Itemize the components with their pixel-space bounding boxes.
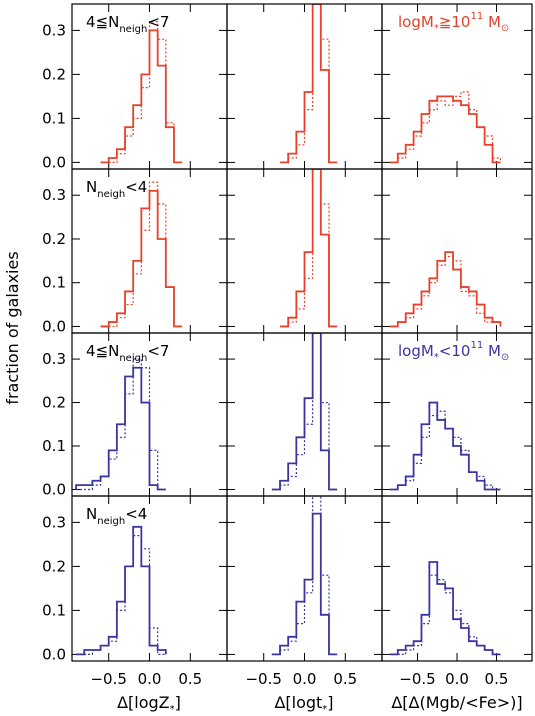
row-label: Nneigh<4 [86,505,147,527]
panel-r3-c0: −0.5 0.0 0.5 0.0 0.1 0.2 0.3 Nneigh<4 [42,495,228,688]
panel-r1-c1 [226,168,383,334]
histogram-solid [271,512,338,656]
y-axis-label: fraction of galaxies [3,251,22,404]
y-tick-label: 0.2 [42,230,66,248]
y-tick-label: 0.0 [42,153,66,171]
x-axis-label-0: Δ[logZ*] [117,693,181,715]
y-tick-label: 0.1 [42,109,66,127]
y-tick-label: 0.2 [42,65,66,83]
x-tick-label: 0.0 [445,670,469,688]
panel-grid: 0.0 0.1 0.2 0.3 4≦Nneigh<7 0.0 0.1 0.2 0.3 Nneigh… [42,3,533,715]
panel-r0-c0: 0.0 0.1 0.2 0.3 4≦Nneigh<7 [42,3,228,171]
panel-frame [226,495,383,662]
y-tick-label: 0.1 [42,437,66,455]
row-label: 4≦Nneigh<7 [86,13,169,35]
x-tick-label: 0.0 [293,670,317,688]
x-tick-label: 0.5 [333,670,357,688]
x-tick-label: −0.5 [399,670,435,688]
histogram-solid [389,95,501,164]
y-tick-label: 0.0 [42,645,66,663]
x-tick-label: 0.5 [485,670,509,688]
histogram-dotted [76,358,166,491]
panel-frame [226,3,383,170]
panel-frame [381,495,533,662]
y-tick-label: 0.0 [42,480,66,498]
histogram-solid [271,333,338,491]
mass-label: logM*≧1011 M⊙ [398,11,509,34]
y-tick-label: 0.2 [42,557,66,575]
histogram-solid [100,29,183,164]
y-tick-label: 0.3 [42,513,66,531]
histogram-solid [389,401,501,491]
histogram-dotted [280,4,338,163]
row-label: 4≦Nneigh<7 [86,342,169,364]
y-tick-label: 0.2 [42,394,66,412]
y-tick-label: 0.3 [42,350,66,368]
panel-r0-c1 [226,3,383,170]
histogram-solid [280,4,338,164]
panel-frame [381,168,533,334]
panel-r2-c1 [226,332,383,497]
panel-r1-c0: 0.0 0.1 0.2 0.3 Nneigh<4 [42,168,228,335]
panel-r3-c2: −0.5 0.0 0.5 [381,495,533,688]
panel-r2-c2 [381,332,533,497]
histogram-solid [100,189,183,328]
histogram-solid [389,561,501,656]
histogram-dotted [271,496,338,655]
y-tick-label: 0.3 [42,186,66,204]
histogram-solid [389,251,502,328]
panel-r3-c1: −0.5 0.0 0.5 [226,495,383,688]
mass-label: logM*<1011 M⊙ [398,340,509,363]
histogram-dotted [280,169,338,328]
y-tick-label: 0.1 [42,274,66,292]
histogram-dotted [76,535,166,655]
y-tick-label: 0.1 [42,601,66,619]
histogram-dotted [389,410,501,491]
histogram-solid [76,525,167,656]
histogram-dotted [271,333,338,491]
panel-r1-c2 [381,168,533,334]
histogram-solid [75,366,166,491]
x-axis-label-1: Δ[logt*] [274,693,333,715]
histogram-solid [280,169,338,328]
x-tick-label: 0.5 [178,670,202,688]
x-tick-label: 0.0 [138,670,162,688]
row-label: Nneigh<4 [86,178,147,200]
x-axis-label-2: Δ[Δ(Mgb/<Fe>)] [391,693,522,712]
panel-r2-c0: 0.0 0.1 0.2 0.3 4≦Nneigh<7 [42,332,228,498]
y-tick-label: 0.3 [42,21,66,39]
x-tick-label: −0.5 [245,670,281,688]
y-tick-label: 0.0 [42,317,66,335]
x-tick-label: −0.5 [90,670,126,688]
